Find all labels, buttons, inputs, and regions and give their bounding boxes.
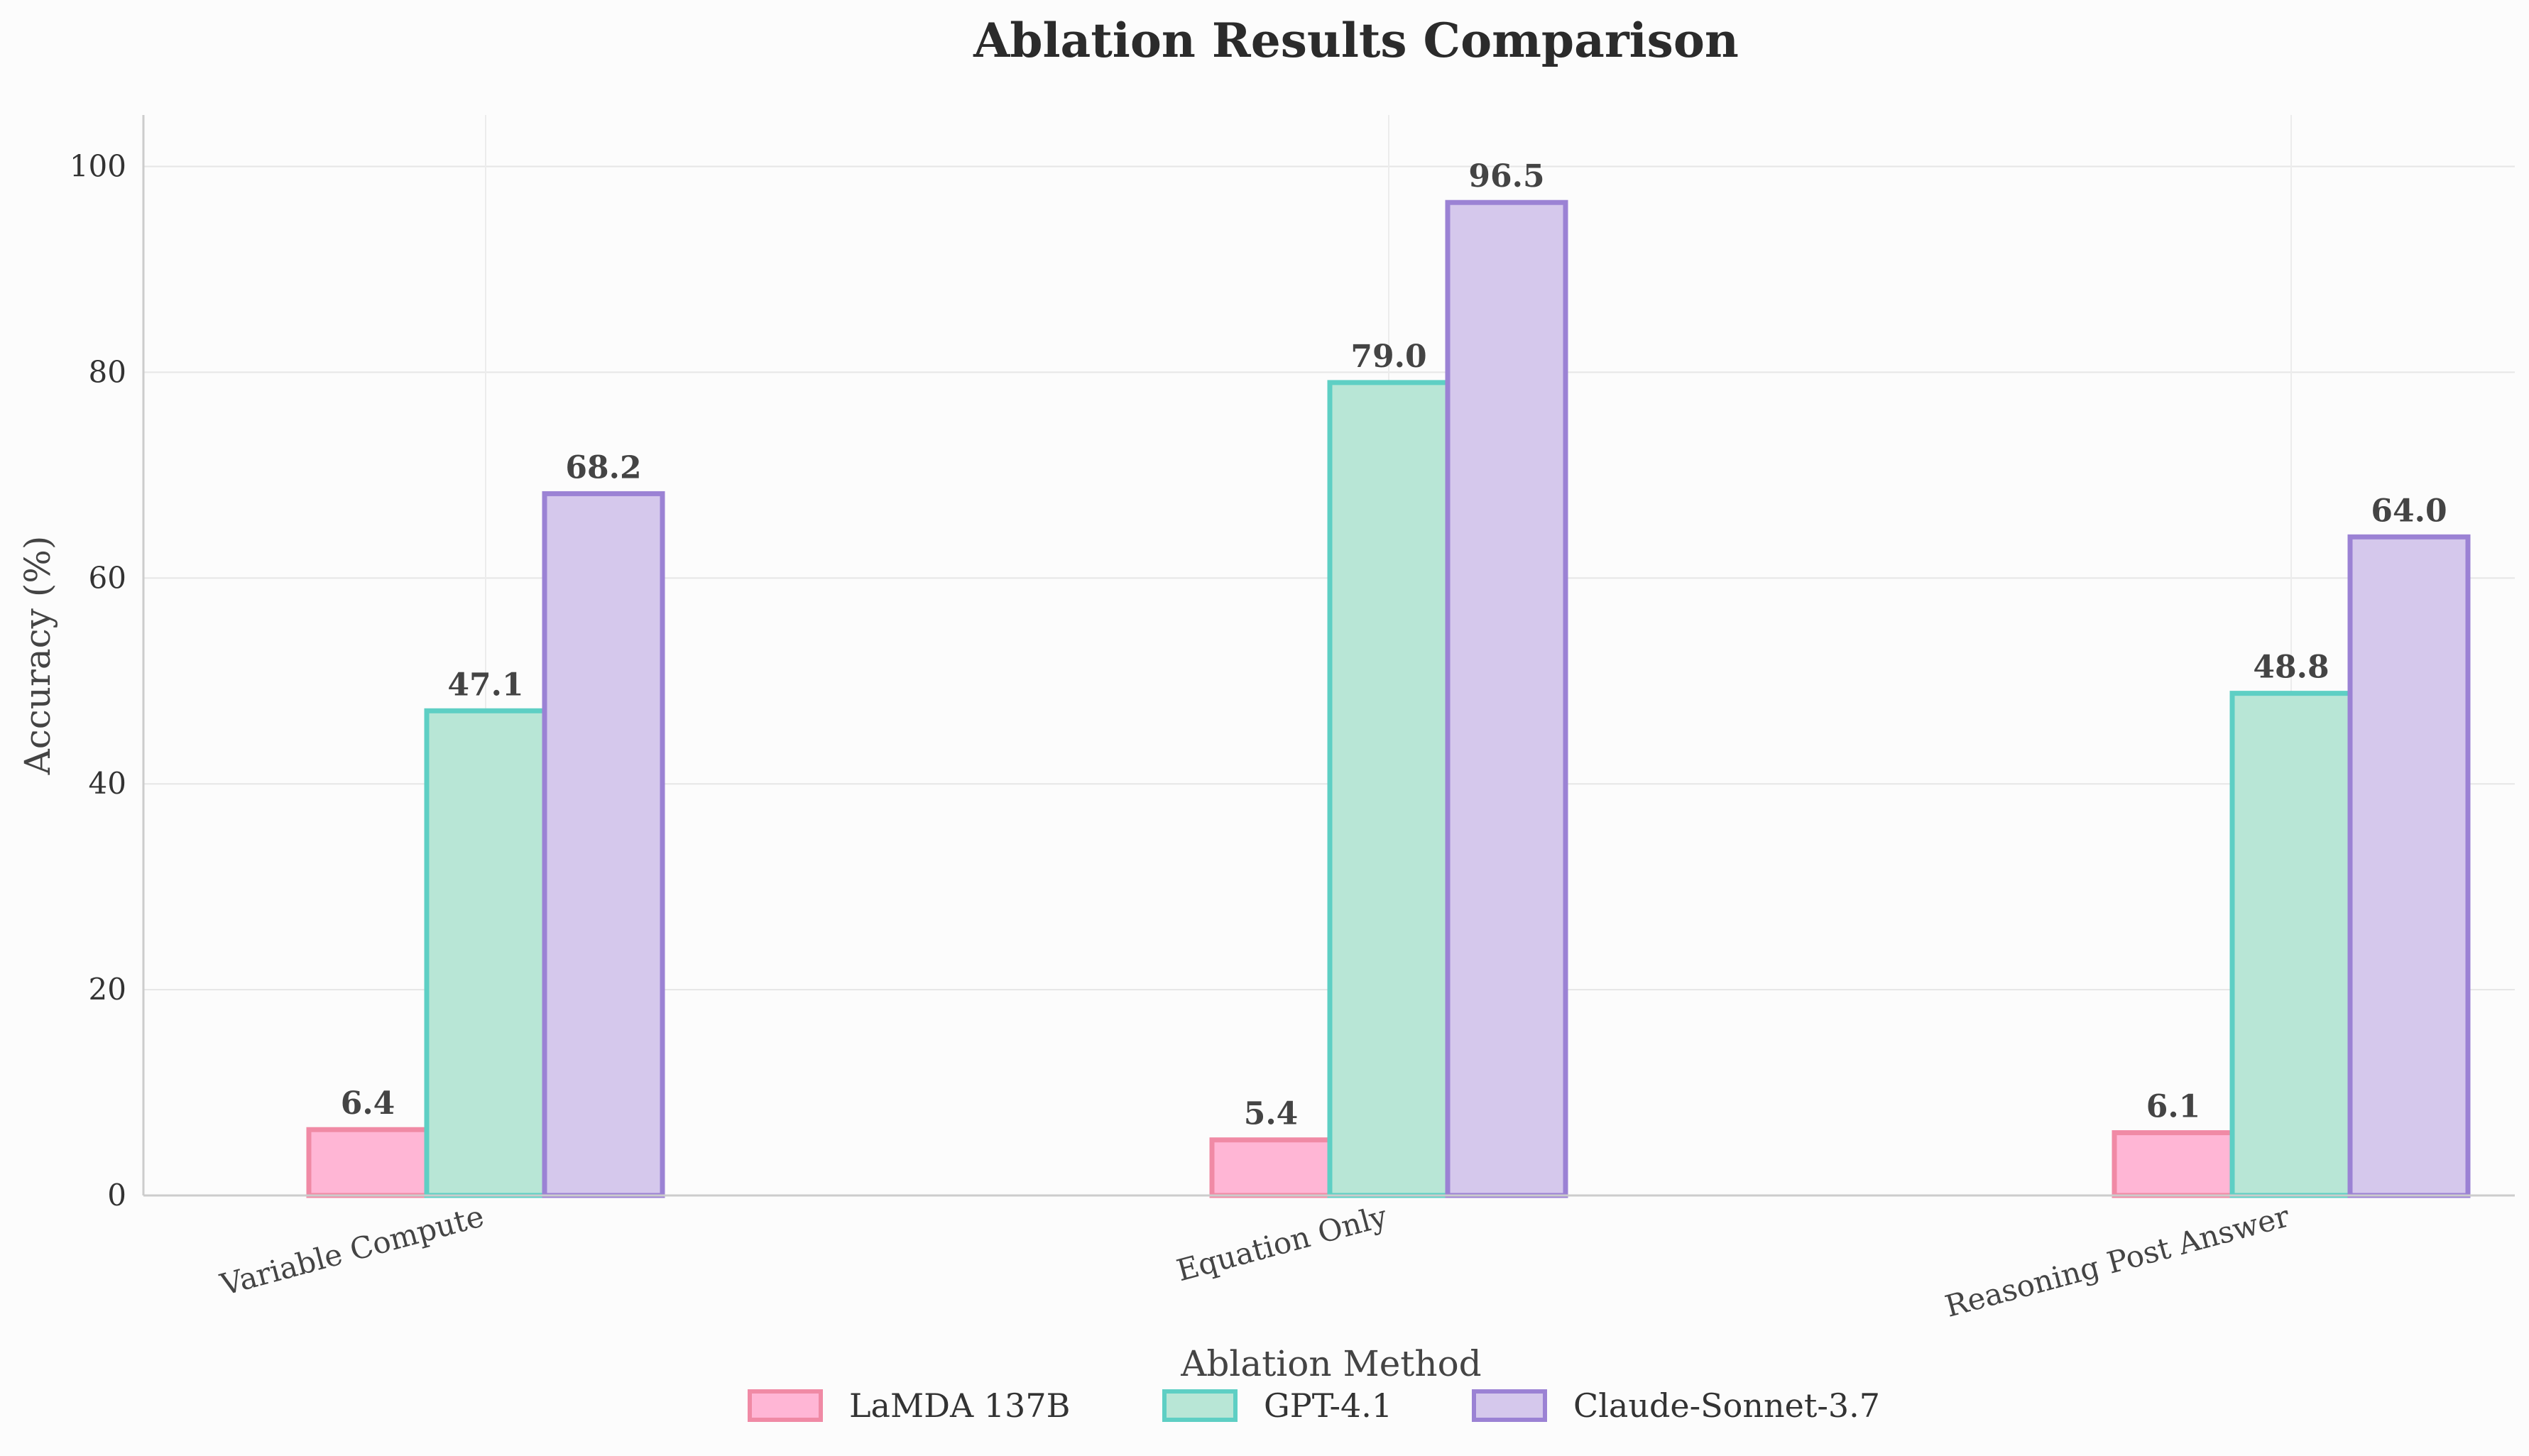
bar bbox=[1209, 1137, 1333, 1198]
bar bbox=[2229, 691, 2353, 1198]
y-tick-label: 0 bbox=[107, 1178, 126, 1213]
x-tick-label: Variable Compute bbox=[216, 1198, 487, 1302]
legend-label: LaMDA 137B bbox=[849, 1386, 1070, 1425]
y-tick-labels: 0 20 40 60 80 100 bbox=[70, 148, 126, 1213]
bar bbox=[2112, 1130, 2235, 1198]
x-axis-label: Ablation Method bbox=[1180, 1343, 1481, 1384]
x-tick-labels: Variable Compute Equation Only Reasoning P… bbox=[216, 1198, 2293, 1324]
bar bbox=[1327, 380, 1451, 1198]
y-tick-label: 80 bbox=[89, 354, 126, 389]
legend-swatch bbox=[748, 1389, 823, 1422]
bar-value-label: 96.5 bbox=[1468, 158, 1544, 195]
chart-title: Ablation Results Comparison bbox=[973, 13, 1739, 68]
y-axis-label: Accuracy (%) bbox=[17, 536, 58, 776]
bar-value-label: 68.2 bbox=[565, 449, 641, 486]
value-labels: 6.4 47.1 68.2 5.4 79.0 96.5 6.1 48.8 64.0 bbox=[341, 158, 2447, 1132]
bar-value-label: 5.4 bbox=[1244, 1096, 1299, 1132]
bar-value-label: 48.8 bbox=[2253, 650, 2329, 686]
bar-value-label: 6.4 bbox=[341, 1085, 395, 1122]
x-tick-label: Reasoning Post Answer bbox=[1941, 1198, 2293, 1324]
legend: LaMDA 137B GPT-4.1 Claude-Sonnet-3.7 bbox=[748, 1386, 1880, 1425]
legend-swatch bbox=[1472, 1389, 1547, 1422]
bar bbox=[542, 491, 665, 1198]
bar bbox=[424, 708, 547, 1198]
y-tick-label: 60 bbox=[89, 560, 126, 595]
bar bbox=[2347, 534, 2471, 1198]
bar-value-label: 64.0 bbox=[2371, 493, 2447, 529]
y-tick-label: 40 bbox=[89, 766, 126, 801]
bar bbox=[306, 1127, 430, 1198]
bar-value-label: 6.1 bbox=[2146, 1089, 2201, 1125]
y-tick-label: 100 bbox=[70, 148, 126, 183]
legend-label: Claude-Sonnet-3.7 bbox=[1573, 1386, 1880, 1425]
x-tick-label: Equation Only bbox=[1173, 1198, 1391, 1288]
y-tick-label: 20 bbox=[89, 972, 126, 1007]
bar-value-label: 47.1 bbox=[447, 667, 523, 703]
legend-label: GPT-4.1 bbox=[1264, 1386, 1392, 1425]
axes bbox=[142, 115, 2515, 1197]
legend-swatch bbox=[1162, 1389, 1238, 1422]
bar-value-label: 79.0 bbox=[1350, 339, 1426, 375]
bar bbox=[1445, 199, 1568, 1198]
